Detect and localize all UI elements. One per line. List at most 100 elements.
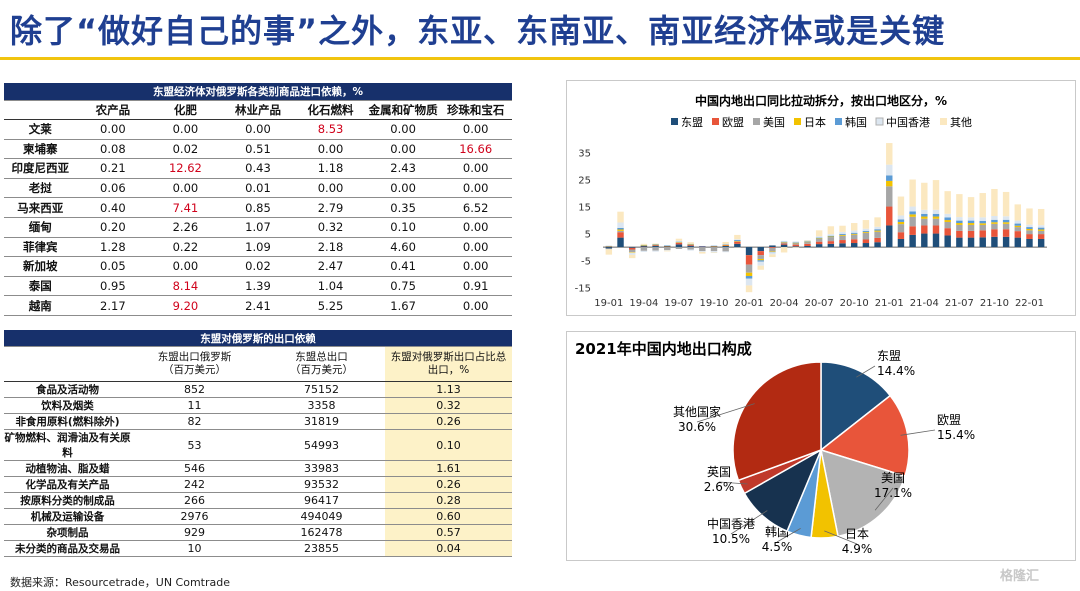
leader-line [900, 429, 936, 436]
bar-segment [850, 233, 858, 235]
bar-segment [944, 213, 951, 218]
row-label: 缅甸 [4, 217, 77, 238]
slice-value: 10.5% [712, 532, 750, 546]
table-row: 菲律宾 1.28 0.22 1.09 2.18 4.60 0.00 [4, 237, 512, 258]
table-cell: 0.95 [76, 276, 150, 297]
table-cell: 1.13 [385, 381, 512, 398]
bar-segment [932, 213, 940, 217]
table-cell: 0.00 [76, 119, 150, 140]
table-cell: 2.26 [149, 217, 222, 238]
bar-segment [991, 229, 998, 237]
table-cell: 0.00 [439, 217, 512, 238]
bar-segment [792, 242, 800, 244]
slice-label: 其他国家 [673, 404, 721, 419]
bar-segment [605, 246, 613, 248]
bar-segment [1014, 204, 1022, 221]
bar-segment [1037, 208, 1045, 226]
x-tick-label: 22-01 [1015, 298, 1044, 309]
y-tick-label: -15 [575, 284, 591, 295]
table-cell: 4.60 [366, 237, 440, 258]
table-cell: 1.39 [221, 276, 295, 297]
bar-segment [874, 217, 881, 227]
bar-segment [1014, 223, 1022, 226]
table-cell: 1.09 [221, 237, 295, 258]
leader-line [718, 481, 748, 485]
bar-segment [839, 243, 846, 248]
bar-segment [991, 223, 998, 230]
table-cell: 7.41 [149, 197, 222, 218]
bar-segment [1026, 228, 1033, 231]
bar-segment [710, 246, 718, 247]
bar-segment [745, 278, 753, 286]
bar-segment [874, 226, 881, 230]
bar-segment [780, 242, 788, 244]
row-label: 非食用原料(燃料除外) [4, 413, 131, 430]
bar-segment [862, 243, 870, 248]
table-cell: 0.00 [149, 256, 222, 277]
bar-segment [652, 243, 659, 245]
legend-label: 中国香港 [886, 116, 930, 129]
bar-segment [710, 251, 718, 253]
bar-segment [1002, 219, 1010, 223]
bar-segment [1037, 225, 1045, 228]
table-cell: 0.32 [385, 397, 512, 414]
y-tick-label: -5 [581, 257, 591, 268]
table-cell: 11 [131, 397, 258, 414]
bar-segment [979, 230, 986, 238]
table-cell: 31819 [258, 413, 385, 430]
slice-value: 14.4% [877, 364, 915, 378]
bar-segment [850, 234, 858, 240]
bar-segment [792, 247, 800, 248]
table-cell: 929 [131, 524, 258, 541]
bar-segment [699, 245, 706, 247]
bar-segment [780, 243, 788, 245]
bar-segment [874, 237, 881, 243]
bar-segment [827, 235, 835, 237]
bar-segment [1026, 238, 1033, 248]
bar-segment [1037, 229, 1045, 231]
row-label: 按原料分类的制成品 [4, 492, 131, 509]
bar-segment [815, 237, 823, 239]
table-cell: 0.51 [221, 139, 295, 160]
bar-segment [652, 250, 659, 252]
bar-segment [979, 223, 986, 225]
bar-segment [628, 249, 636, 253]
bar-segment [1014, 227, 1022, 232]
x-tick-label: 21-04 [910, 298, 939, 309]
table-cell: 0.05 [76, 256, 150, 277]
bar-segment [850, 223, 858, 231]
row-label: 机械及运输设备 [4, 508, 131, 525]
chart-title: 2021年中国内地出口构成 [575, 340, 752, 358]
table-cell: 0.22 [149, 237, 222, 258]
bar-segment [640, 245, 648, 248]
bar-segment [710, 247, 718, 252]
bar-segment [991, 188, 998, 216]
bar-segment [628, 247, 636, 248]
legend-label: 日本 [804, 115, 826, 129]
bar-segment [1037, 227, 1045, 230]
bar-segment [699, 251, 706, 254]
bar-segment [839, 233, 846, 235]
bar-segment [675, 241, 683, 243]
bar-segment [769, 245, 776, 248]
bar-segment [932, 209, 940, 214]
table-row: 机械及运输设备 2976 494049 0.60 [4, 508, 512, 525]
bar-segment [874, 229, 881, 231]
table-cell: 546 [131, 460, 258, 477]
bar-segment [757, 260, 764, 262]
bar-segment [675, 242, 683, 243]
bar-segment [1002, 236, 1010, 248]
bar-segment [956, 223, 963, 225]
slice-value: 4.5% [762, 540, 793, 554]
bar-segment [909, 214, 916, 217]
bar-segment [617, 237, 624, 248]
table-cell: 12.62 [149, 158, 222, 179]
bar-segment [897, 215, 905, 220]
row-label: 饮料及烟类 [4, 397, 131, 414]
slice-label: 中国香港 [707, 516, 755, 531]
column-header: 东盟对俄罗斯出口占比总 出口，% [385, 346, 512, 382]
bar-segment [628, 247, 636, 250]
row-label: 化学品及有关产品 [4, 476, 131, 493]
table-cell: 0.00 [439, 119, 512, 140]
bar-segment [769, 254, 776, 258]
